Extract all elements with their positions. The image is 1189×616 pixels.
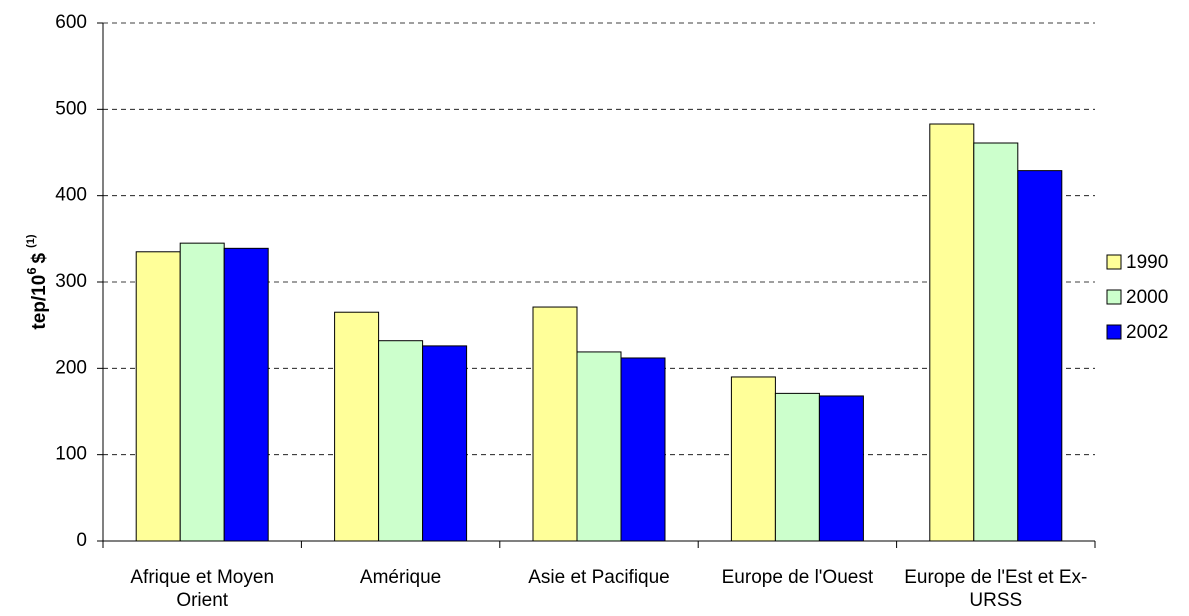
bar <box>334 311 380 542</box>
bar <box>973 142 1019 542</box>
x-tick-label: Europe de l'Ouest <box>721 567 874 588</box>
legend-swatch <box>1106 254 1122 270</box>
y-tick-label: 100 <box>55 444 87 465</box>
y-axis-label: tep/106 $ (1) <box>24 234 50 330</box>
legend-label: 1990 <box>1126 252 1168 273</box>
bar <box>378 340 424 542</box>
x-tick-label: Afrique et Moyen Orient <box>130 567 275 611</box>
bar <box>620 357 666 542</box>
y-tick-label: 500 <box>55 98 87 119</box>
bar <box>929 123 975 542</box>
x-tick-label: Amérique <box>359 567 442 588</box>
y-tick-label: 300 <box>55 271 87 292</box>
legend-swatch <box>1106 324 1122 340</box>
x-tick-label: Europe de l'Est et Ex-URSS <box>904 567 1088 611</box>
y-label-base: tep/10 <box>29 275 50 330</box>
bar <box>1017 170 1063 542</box>
bar <box>532 306 578 542</box>
bar <box>179 242 225 542</box>
legend-label: 2002 <box>1126 322 1168 343</box>
y-tick-label: 400 <box>55 185 87 206</box>
bar <box>576 351 622 542</box>
x-tick-label: Asie et Pacifique <box>528 567 670 588</box>
bar <box>774 392 820 542</box>
y-label-unit: $ <box>29 252 50 263</box>
y-tick-label: 0 <box>76 530 87 551</box>
y-tick-label: 600 <box>55 12 87 33</box>
bar <box>135 251 181 542</box>
bar <box>818 395 864 542</box>
bar <box>223 247 269 542</box>
bar <box>422 345 468 542</box>
bar <box>730 376 776 542</box>
y-label-exponent: 6 <box>24 267 39 274</box>
legend-swatch <box>1106 289 1122 305</box>
legend-label: 2000 <box>1126 287 1168 308</box>
y-label-note: (1) <box>25 234 37 248</box>
y-tick-label: 200 <box>55 357 87 378</box>
